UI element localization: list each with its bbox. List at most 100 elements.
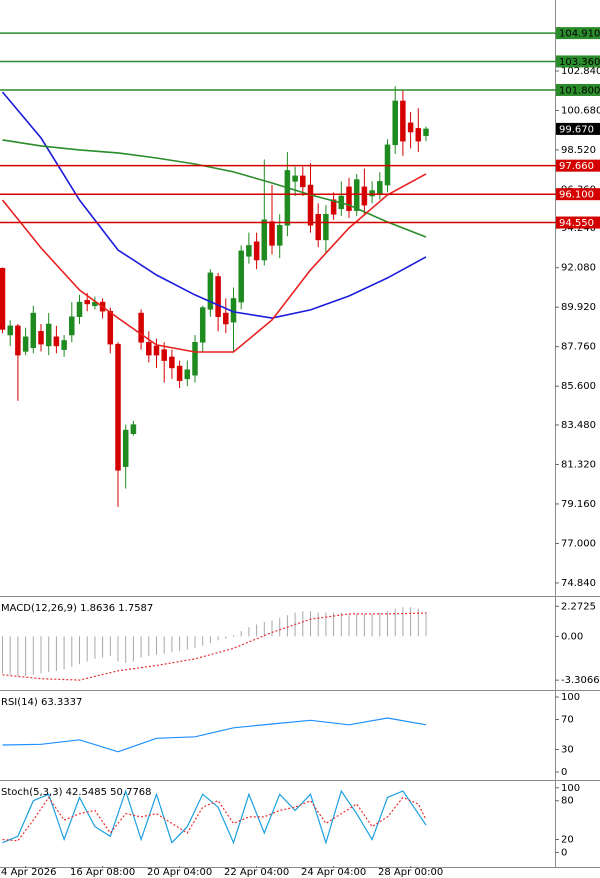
y-tick-label: 102.840 (561, 66, 600, 77)
candle-body (130, 424, 137, 434)
candle-body (238, 250, 244, 303)
candle-body (346, 186, 352, 211)
candle-body (76, 301, 83, 317)
candle-body (122, 429, 129, 467)
y-tick-label: -3.3066 (561, 675, 600, 686)
candle-body (199, 307, 206, 343)
level-label-bg (556, 216, 600, 229)
level-label-bg (556, 188, 600, 201)
candle-body (261, 219, 268, 261)
level-label-bg (556, 83, 600, 96)
candle-body (53, 336, 60, 347)
level-label-bg (556, 159, 600, 172)
x-tick-label: 16 Apr 08:00 (70, 867, 135, 878)
x-tick-label: 14 Apr 2026 (0, 867, 57, 878)
candle-body (107, 310, 114, 345)
candle-body (246, 245, 252, 257)
y-tick-label: 87.760 (561, 342, 596, 353)
last-price: 99.670 (559, 124, 594, 135)
level-label: 97.660 (559, 161, 594, 172)
y-tick-label: 81.320 (561, 459, 596, 470)
y-tick-label: 89.920 (561, 302, 596, 313)
indicator-title: MACD(12,26,9) 1.8636 1.7587 (1, 603, 153, 614)
candle-body (423, 128, 429, 136)
candle-body (45, 323, 52, 347)
level-label: 94.550 (559, 218, 594, 229)
y-tick-label: 94.240 (561, 223, 596, 234)
indicator-line (2, 789, 427, 845)
candle-body (292, 175, 298, 182)
y-tick-label: 100.680 (561, 105, 600, 116)
x-tick-label: 20 Apr 04:00 (147, 867, 212, 878)
y-tick-label: 70 (561, 715, 574, 726)
candle-body (69, 316, 75, 336)
candle-body (269, 221, 275, 246)
candle-body (400, 100, 406, 142)
y-tick-label: 77.000 (561, 538, 596, 549)
moving-average (2, 139, 427, 238)
y-tick-label: 79.160 (561, 499, 596, 510)
candle-body (276, 225, 283, 246)
indicator-line (2, 796, 427, 842)
indicator-title: Stoch(5,3,3) 42.5485 50.7768 (1, 787, 152, 798)
candle-body (153, 345, 160, 356)
candle-body (61, 340, 67, 350)
moving-average (1, 91, 427, 319)
y-tick-label: 85.600 (561, 381, 596, 392)
candle-body (169, 356, 175, 369)
candle-body (315, 214, 321, 241)
x-tick-label: 22 Apr 04:00 (224, 867, 289, 878)
y-tick-label: 98.520 (561, 145, 596, 156)
candle-body (215, 276, 221, 317)
candle-body (161, 349, 167, 361)
candle-body (146, 342, 152, 356)
candle-body (307, 184, 314, 226)
candle-body (353, 179, 360, 211)
candle-body (115, 343, 121, 471)
level-label: 101.800 (559, 85, 600, 96)
y-tick-label: 80 (561, 796, 574, 807)
candle-body (176, 365, 183, 381)
y-tick-label: 74.840 (561, 578, 596, 589)
y-tick-label: 0 (561, 767, 567, 778)
candle-body (84, 299, 90, 305)
y-tick-label: 100 (561, 783, 580, 794)
candle-body (407, 122, 414, 133)
y-tick-label: 92.080 (561, 263, 596, 274)
last-price-bg (556, 122, 600, 135)
candle-body (30, 312, 37, 349)
level-label-bg (556, 55, 600, 68)
level-label: 96.100 (559, 190, 594, 201)
candle-body (38, 331, 44, 345)
indicator-title: RSI(14) 63.3337 (1, 697, 82, 708)
y-tick-label: 0 (561, 847, 567, 858)
candle-body (253, 241, 260, 261)
candle-body (7, 325, 13, 336)
candle-body (361, 186, 368, 206)
x-tick-label: 24 Apr 04:00 (301, 867, 366, 878)
candle-body (377, 181, 383, 195)
y-tick-label: 83.480 (561, 420, 596, 431)
candle-body (184, 369, 191, 380)
y-tick-label: 100 (561, 692, 580, 703)
y-tick-label: 30 (561, 745, 574, 756)
level-label-bg (556, 27, 600, 40)
candle-body (15, 325, 21, 356)
candle-body (323, 214, 329, 241)
x-tick-label: 28 Apr 00:00 (378, 867, 443, 878)
candle-body (0, 267, 6, 330)
candle-body (207, 272, 214, 310)
candle-body (415, 128, 422, 142)
candle-body (392, 100, 398, 146)
candle-body (192, 342, 198, 376)
level-label: 104.910 (559, 29, 600, 40)
indicator-line (2, 717, 427, 753)
candle-body (330, 199, 337, 215)
y-tick-label: 2.2725 (561, 601, 596, 612)
candle-body (284, 170, 291, 226)
candle-body (223, 312, 229, 325)
candle-body (22, 336, 29, 352)
candle-body (369, 190, 375, 197)
